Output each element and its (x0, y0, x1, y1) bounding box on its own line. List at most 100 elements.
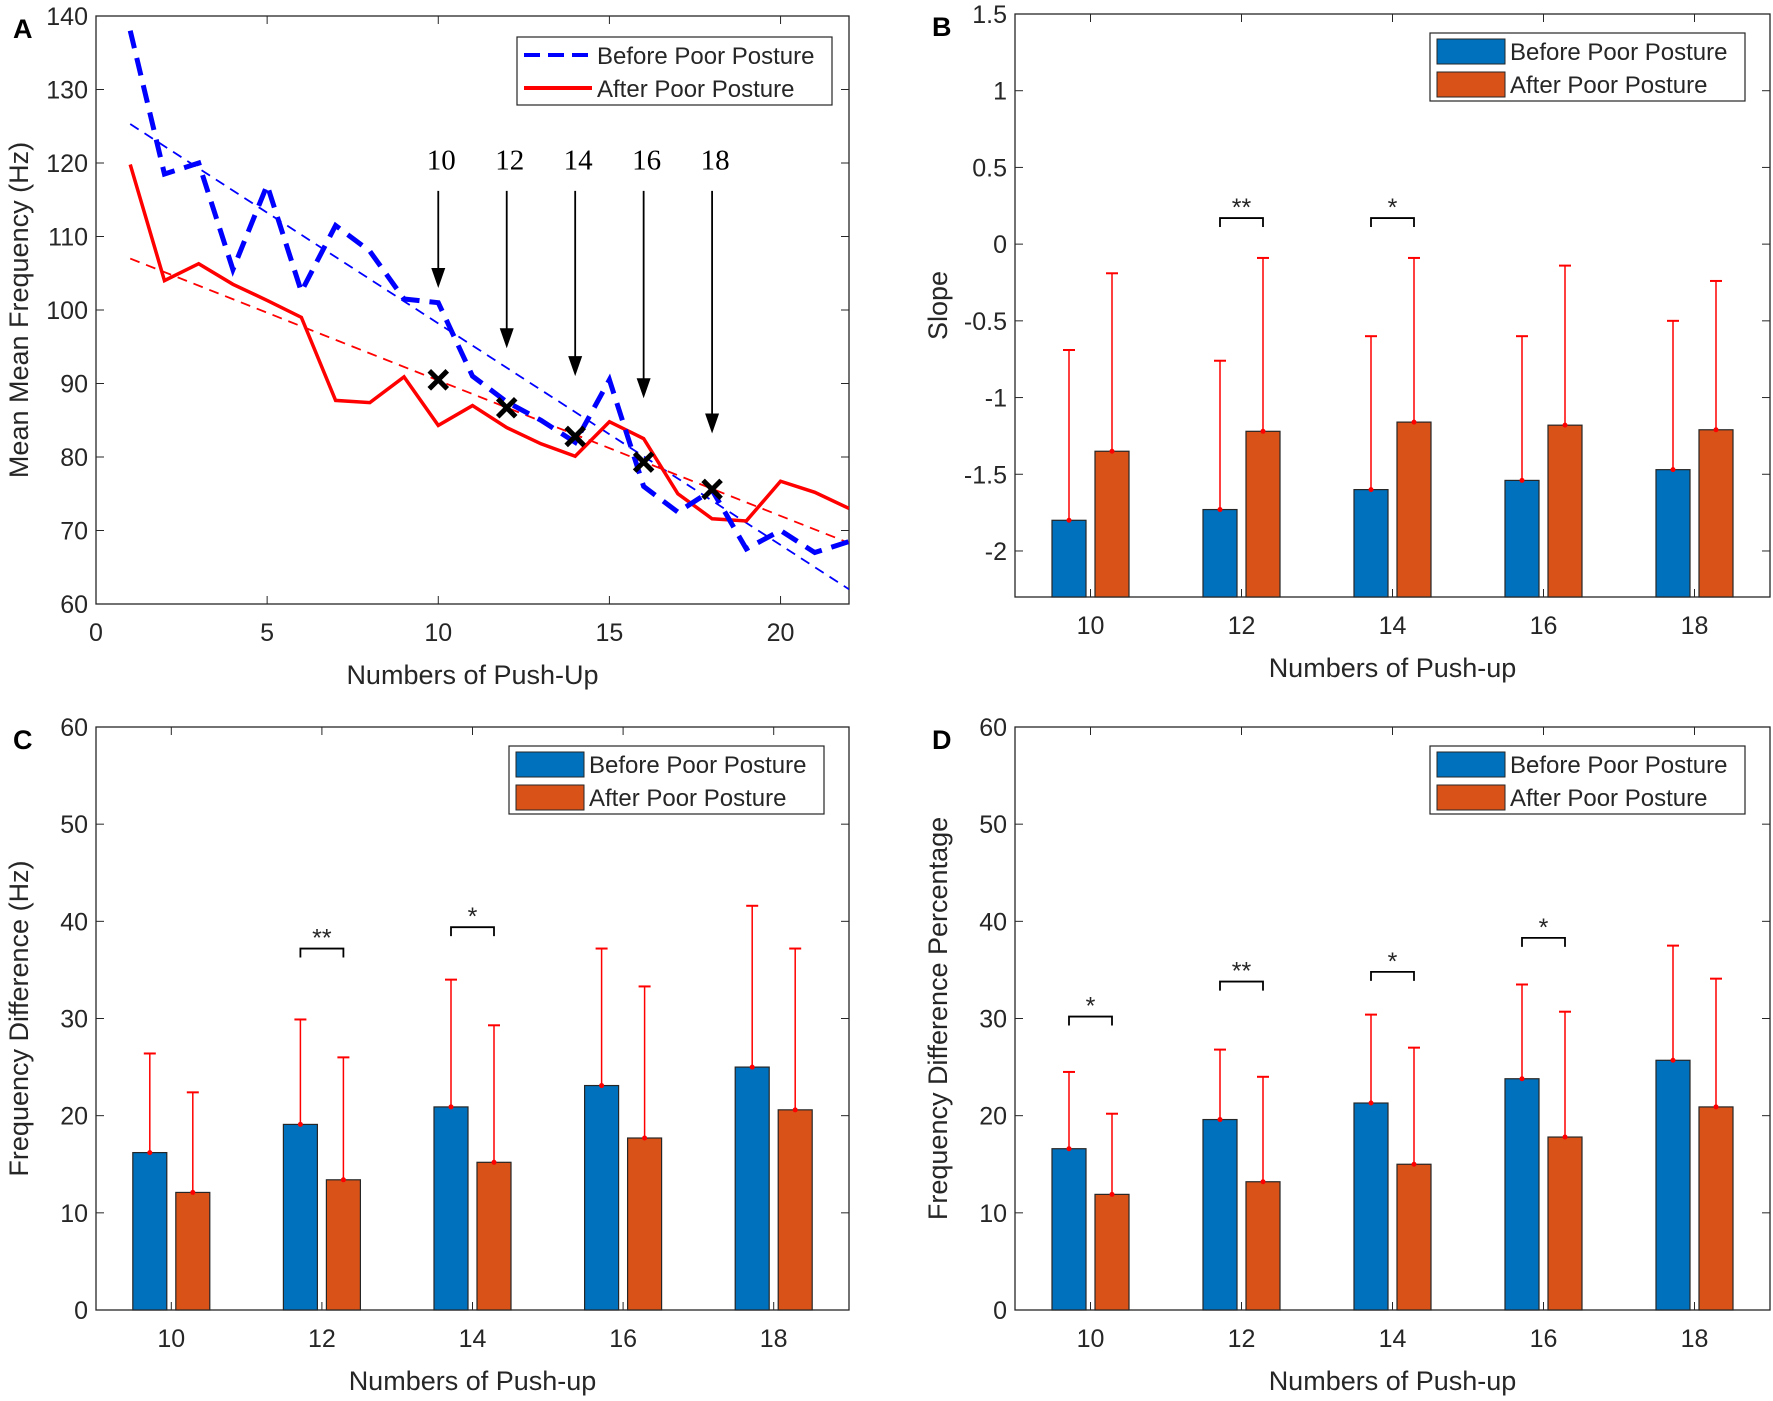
y-tick-label: 30 (979, 1006, 1007, 1034)
y-tick-label: 50 (979, 811, 1007, 839)
legend-label: After Poor Posture (597, 76, 794, 103)
plot-area (127, 30, 849, 591)
x-tick-label: 10 (157, 1325, 185, 1353)
arrow-head (568, 356, 583, 377)
significance-label: ** (1232, 958, 1252, 986)
y-tick-label: 60 (979, 714, 1007, 742)
x-tick-label: 5 (260, 619, 274, 647)
arrow-label: 14 (564, 144, 594, 176)
x-tick-label: 0 (89, 619, 103, 647)
y-axis-label: Mean Mean Frequency (Hz) (4, 142, 34, 478)
bar-after (1698, 1106, 1734, 1311)
bar-before (1504, 479, 1540, 598)
arrow-head (431, 267, 446, 288)
significance-bracket (1068, 1015, 1113, 1026)
x-tick-label: 12 (308, 1325, 336, 1353)
error-center (448, 1104, 454, 1110)
y-tick-label: -0.5 (964, 308, 1007, 336)
y-tick-label: 0.5 (972, 154, 1007, 182)
y-tick-label: 1 (993, 78, 1007, 106)
y-tick-label: 130 (46, 77, 88, 105)
legend-label: Before Poor Posture (1510, 752, 1727, 779)
bar-after (1094, 450, 1130, 598)
bar-after (626, 1137, 663, 1311)
significance-label: ** (312, 925, 332, 953)
panel-d: D 0 10 20 30 40 50 60 10 12 14 16 18 Numbers of Push-… (923, 714, 1771, 1396)
trend-line-before (129, 123, 849, 591)
panel-c: C 0 10 20 30 40 50 60 10 12 14 16 18 Numbers of Push-… (4, 714, 850, 1396)
arrow-label: 18 (701, 144, 730, 176)
x-tick-label: 10 (1077, 1325, 1105, 1353)
y-tick-label: 40 (979, 908, 1007, 936)
bar-after (777, 1109, 813, 1311)
panel-label-C: C (13, 725, 33, 755)
significance-bracket (450, 926, 495, 937)
legend (516, 36, 833, 106)
y-tick-label: 60 (60, 591, 88, 619)
bar-before (1202, 1118, 1238, 1311)
x-tick-label: 18 (1681, 1325, 1709, 1353)
error-center (599, 1083, 605, 1089)
y-tick-label: -1.5 (964, 461, 1007, 489)
x-tick-label: 16 (1530, 612, 1558, 640)
x-tick-label: 18 (760, 1325, 788, 1353)
bar-before (433, 1106, 469, 1311)
bar-before (734, 1066, 770, 1311)
y-tick-label: 80 (60, 444, 88, 472)
significance-bracket (1370, 217, 1415, 228)
bar-before (132, 1151, 168, 1311)
bar-before (1202, 508, 1238, 598)
error-center (1411, 1161, 1417, 1167)
y-tick-label: 0 (993, 231, 1007, 259)
bar-after (1245, 1181, 1281, 1311)
y-tick-label: -1 (985, 385, 1007, 413)
y-tick-label: 40 (60, 908, 88, 936)
x-tick-label: 14 (1379, 1325, 1407, 1353)
error-center (1260, 428, 1266, 434)
error-center (147, 1150, 153, 1156)
legend-swatch (515, 751, 585, 778)
bar-before (1353, 489, 1389, 598)
x-marker (495, 396, 518, 419)
x-tick-label: 14 (459, 1325, 487, 1353)
legend-swatch (515, 784, 585, 811)
legend-label: After Poor Posture (1510, 785, 1707, 812)
panel-label-B: B (932, 12, 952, 42)
significance-bracket (1219, 217, 1264, 228)
significance-label: ** (1232, 194, 1252, 222)
legend-label: Before Poor Posture (589, 752, 806, 779)
error-center (1066, 517, 1072, 523)
y-tick-label: 60 (60, 714, 88, 742)
significance-bracket (1521, 936, 1566, 947)
error-center (1713, 427, 1719, 433)
bar-after (476, 1161, 512, 1311)
error-center (1109, 448, 1115, 454)
y-tick-label: 50 (60, 811, 88, 839)
x-tick-label: 10 (424, 619, 452, 647)
bar-after (175, 1191, 211, 1311)
x-axis-label: Numbers of Push-up (1269, 1366, 1517, 1396)
y-tick-label: 0 (993, 1297, 1007, 1325)
bar-before (282, 1123, 318, 1311)
y-tick-label: 0 (74, 1297, 88, 1325)
error-center (491, 1159, 497, 1165)
error-center (1562, 422, 1568, 428)
arrow-label: 10 (427, 144, 456, 176)
x-axis-label: Numbers of Push-up (1269, 653, 1517, 683)
error-center (1562, 1134, 1568, 1140)
x-tick-label: 18 (1681, 612, 1709, 640)
x-tick-label: 16 (609, 1325, 637, 1353)
y-tick-label: 20 (60, 1103, 88, 1131)
arrow-label: 12 (495, 144, 524, 176)
significance-bracket (1370, 970, 1415, 981)
series-line-before (127, 30, 849, 556)
error-center (749, 1064, 755, 1070)
x-marker (701, 478, 723, 501)
legend-swatch (1436, 784, 1506, 811)
error-center (1109, 1191, 1115, 1197)
significance-label: * (1388, 948, 1398, 976)
error-center (1260, 1179, 1266, 1185)
bar-before (1353, 1102, 1389, 1311)
arrow-head (499, 328, 514, 349)
x-tick-label: 14 (1379, 612, 1407, 640)
